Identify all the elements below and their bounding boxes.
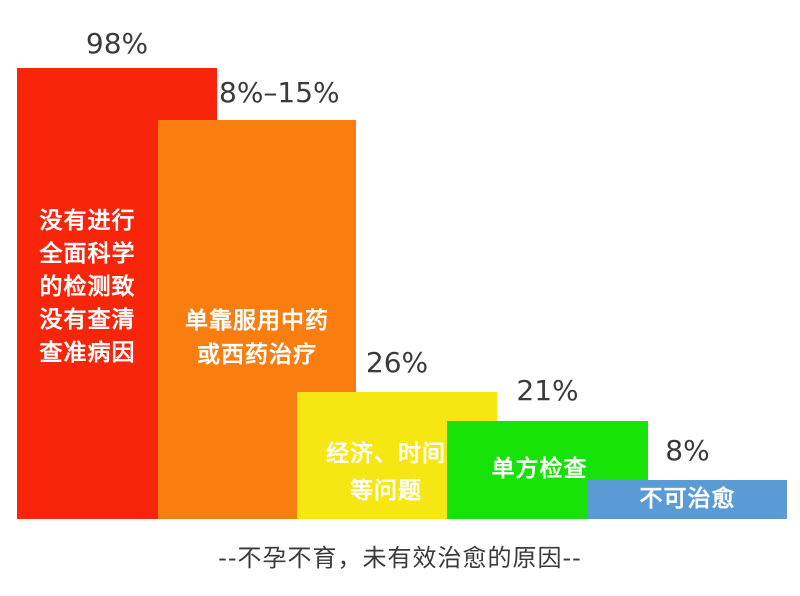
bar-label-line: 的检测致 <box>39 274 136 300</box>
bar-incurable <box>588 480 787 519</box>
bar-label-line: 没有查清 <box>39 307 136 333</box>
bar-label-incurable: 不可治愈 <box>588 484 787 515</box>
value-label-medication-only-treatment: 8%–15% <box>219 76 340 109</box>
bar-label-medication-only-treatment: 单靠服用中药 或西药治疗 <box>158 304 356 372</box>
value-label-no-comprehensive-testing: 98% <box>85 27 149 60</box>
bar-label-line: 单方检查 <box>491 456 588 482</box>
bar-label-line: 没有进行 <box>39 208 136 234</box>
bar-label-line: 单靠服用中药 <box>185 308 329 334</box>
value-label-economic-time-issues: 26% <box>365 346 429 379</box>
bar-label-line: 全面科学 <box>39 241 136 267</box>
bar-label-line: 不可治愈 <box>639 486 736 512</box>
bar-label-one-sided-checkup: 单方检查 <box>447 453 632 486</box>
bar-label-line: 等问题 <box>350 478 422 504</box>
bar-label-line: 经济、时间 <box>326 441 446 467</box>
bar-label-economic-time-issues: 经济、时间 等问题 <box>297 436 475 510</box>
bar-label-line: 查准病因 <box>39 340 136 366</box>
value-label-incurable: 8% <box>665 434 710 467</box>
bar-label-line: 或西药治疗 <box>197 342 317 368</box>
value-label-one-sided-checkup: 21% <box>516 374 579 407</box>
chart-title: --不孕不育，未有效治愈的原因-- <box>218 544 582 572</box>
bar-label-no-comprehensive-testing: 没有进行 全面科学 的检测致 没有查清 查准病因 <box>17 205 158 370</box>
